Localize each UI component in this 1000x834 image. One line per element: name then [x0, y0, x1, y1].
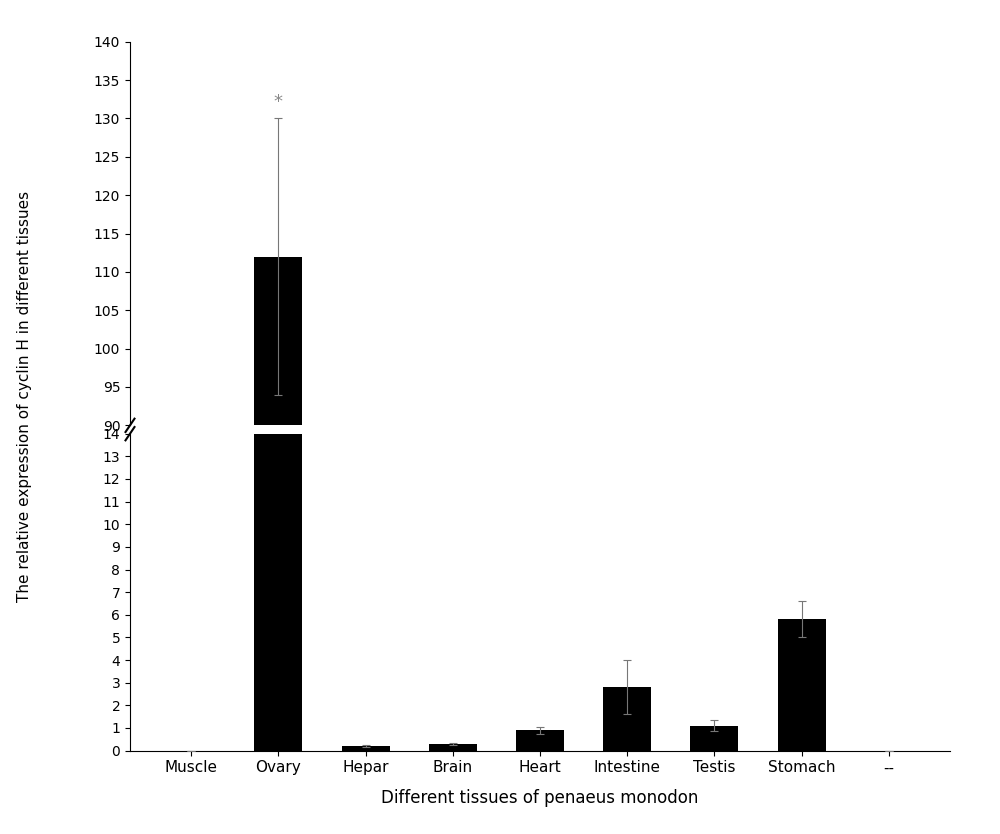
X-axis label: Different tissues of penaeus monodon: Different tissues of penaeus monodon [381, 789, 699, 807]
Bar [429, 744, 477, 751]
Bar [516, 731, 564, 751]
Bar [254, 0, 302, 751]
Text: *: * [274, 93, 283, 111]
Bar [342, 746, 390, 751]
Bar [690, 726, 738, 751]
Bar [778, 620, 826, 751]
Text: The relative expression of cyclin H in different tissues: The relative expression of cyclin H in d… [17, 191, 33, 601]
Bar [254, 257, 302, 834]
Bar [603, 687, 651, 751]
